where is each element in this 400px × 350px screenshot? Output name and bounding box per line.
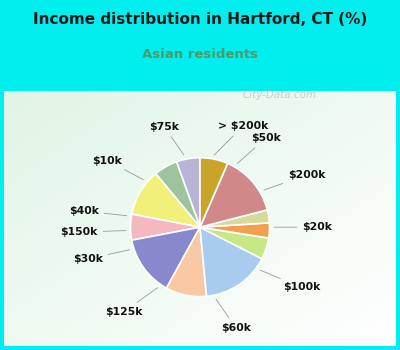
Wedge shape — [200, 227, 262, 296]
Wedge shape — [132, 227, 200, 288]
Wedge shape — [200, 210, 269, 227]
Text: $60k: $60k — [216, 299, 251, 332]
Wedge shape — [166, 227, 206, 297]
Text: $150k: $150k — [60, 227, 126, 237]
Text: Asian residents: Asian residents — [142, 48, 258, 61]
Wedge shape — [156, 162, 200, 227]
Wedge shape — [200, 163, 267, 227]
Wedge shape — [200, 158, 228, 227]
Text: $200k: $200k — [264, 170, 326, 190]
Text: $10k: $10k — [92, 156, 143, 180]
Wedge shape — [176, 158, 200, 227]
Wedge shape — [200, 223, 270, 238]
Wedge shape — [132, 174, 200, 227]
Wedge shape — [200, 227, 269, 259]
Text: > $200k: > $200k — [214, 121, 268, 155]
Text: $125k: $125k — [105, 288, 158, 317]
Text: $100k: $100k — [260, 270, 320, 292]
Text: City-Data.com: City-Data.com — [243, 90, 317, 99]
Text: $30k: $30k — [73, 250, 130, 264]
Text: $40k: $40k — [69, 206, 127, 216]
Wedge shape — [130, 214, 200, 240]
Text: $20k: $20k — [274, 222, 332, 232]
Text: $75k: $75k — [149, 122, 184, 155]
Text: $50k: $50k — [237, 133, 280, 163]
Text: Income distribution in Hartford, CT (%): Income distribution in Hartford, CT (%) — [33, 12, 367, 27]
